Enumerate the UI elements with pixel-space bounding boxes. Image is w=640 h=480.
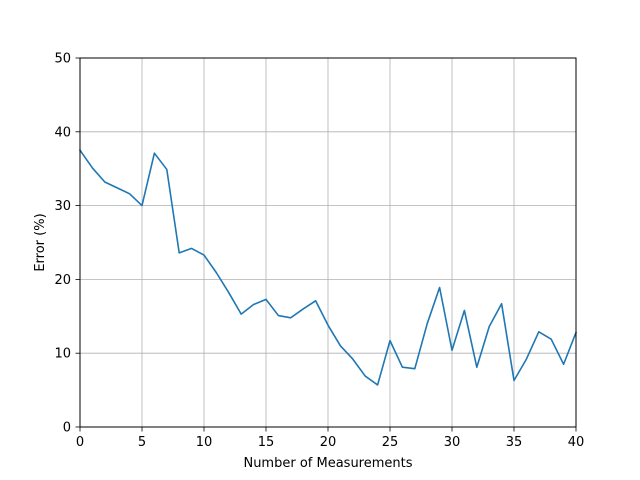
series-layer (78, 149, 578, 386)
grid-lines (79, 57, 577, 428)
axis-ticks: 0 5 10 15 20 25 30 35 40 0 10 20 30 40 50 (54, 52, 584, 451)
x-tick-label: 5 (138, 435, 146, 450)
x-tick-label: 35 (506, 435, 523, 450)
x-tick-label: 10 (196, 435, 213, 450)
x-tick-label: 40 (568, 435, 585, 450)
x-tick-label: 30 (444, 435, 461, 450)
x-tick-label: 25 (382, 435, 399, 450)
x-tick-label: 20 (320, 435, 337, 450)
y-axis-label: Error (%) (33, 213, 48, 271)
x-tick-label: 0 (76, 435, 84, 450)
series-line (78, 149, 578, 386)
y-tick-label: 0 (63, 421, 71, 436)
y-tick-label: 10 (54, 347, 71, 362)
x-axis-label: Number of Measurements (243, 456, 412, 471)
y-tick-label: 40 (54, 125, 71, 140)
y-tick-label: 20 (54, 273, 71, 288)
y-tick-label: 30 (54, 199, 71, 214)
x-tick-label: 15 (258, 435, 275, 450)
y-tick-label: 50 (54, 52, 71, 67)
